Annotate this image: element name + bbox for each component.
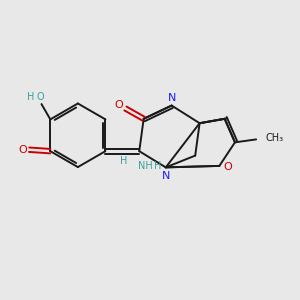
Text: N: N [168, 93, 176, 103]
Text: O: O [36, 92, 44, 102]
Text: O: O [18, 145, 27, 155]
Text: H: H [120, 157, 127, 166]
Text: H: H [154, 161, 161, 172]
Text: NH: NH [138, 161, 152, 172]
Text: N: N [162, 171, 170, 181]
Text: H: H [27, 92, 34, 102]
Text: O: O [115, 100, 123, 110]
Text: CH₃: CH₃ [266, 133, 284, 143]
Text: O: O [223, 162, 232, 172]
